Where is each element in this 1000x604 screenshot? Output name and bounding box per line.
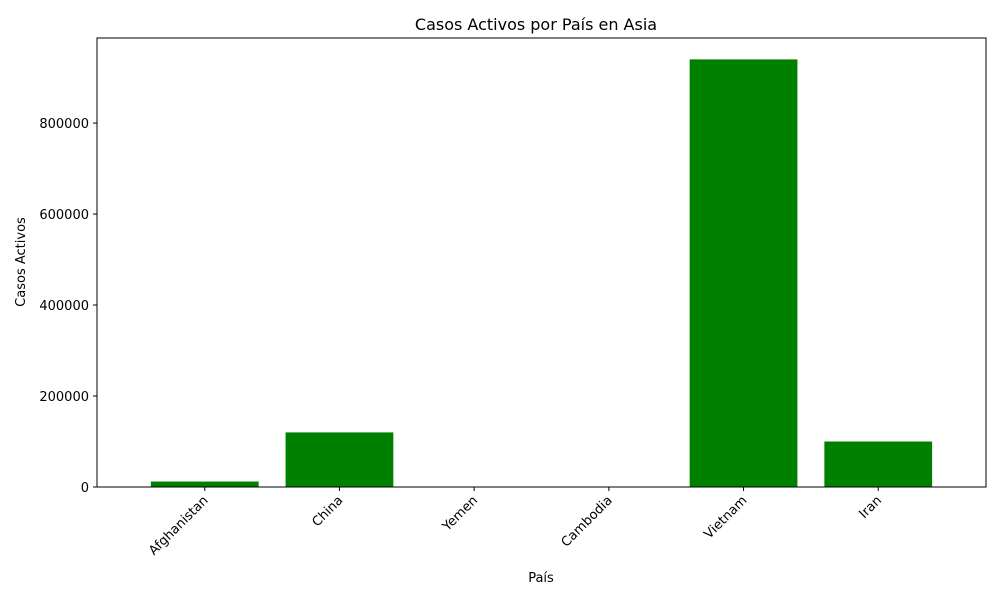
x-axis-ticks: Afghanistan China Yemen Cambodia Vietnam Iran [146, 487, 885, 559]
x-tick-label: Vietnam [701, 493, 750, 542]
bar-iran [824, 441, 933, 487]
y-tick-label: 400000 [39, 299, 89, 314]
x-tick-label: Yemen [439, 493, 481, 535]
x-tick-label: China [309, 493, 346, 530]
x-tick-label: Afghanistan [146, 493, 211, 558]
bar-vietnam [689, 59, 798, 487]
y-axis-label: Casos Activos [14, 217, 29, 307]
bars-layer [150, 59, 933, 487]
plot-area-frame [96, 37, 987, 488]
y-tick-label: 800000 [39, 117, 89, 132]
bar-afghanistan [150, 481, 259, 487]
x-tick-label: Cambodia [559, 493, 616, 550]
y-tick-label: 600000 [39, 208, 89, 223]
x-tick-label: Iran [857, 493, 886, 522]
x-axis-label: País [528, 571, 554, 586]
y-tick-label: 200000 [39, 390, 89, 405]
y-axis-ticks: 0 200000 400000 600000 800000 [39, 117, 97, 496]
chart-title: Casos Activos por País en Asia [415, 15, 657, 34]
y-tick-label: 0 [81, 481, 89, 496]
bar-china [285, 432, 394, 487]
